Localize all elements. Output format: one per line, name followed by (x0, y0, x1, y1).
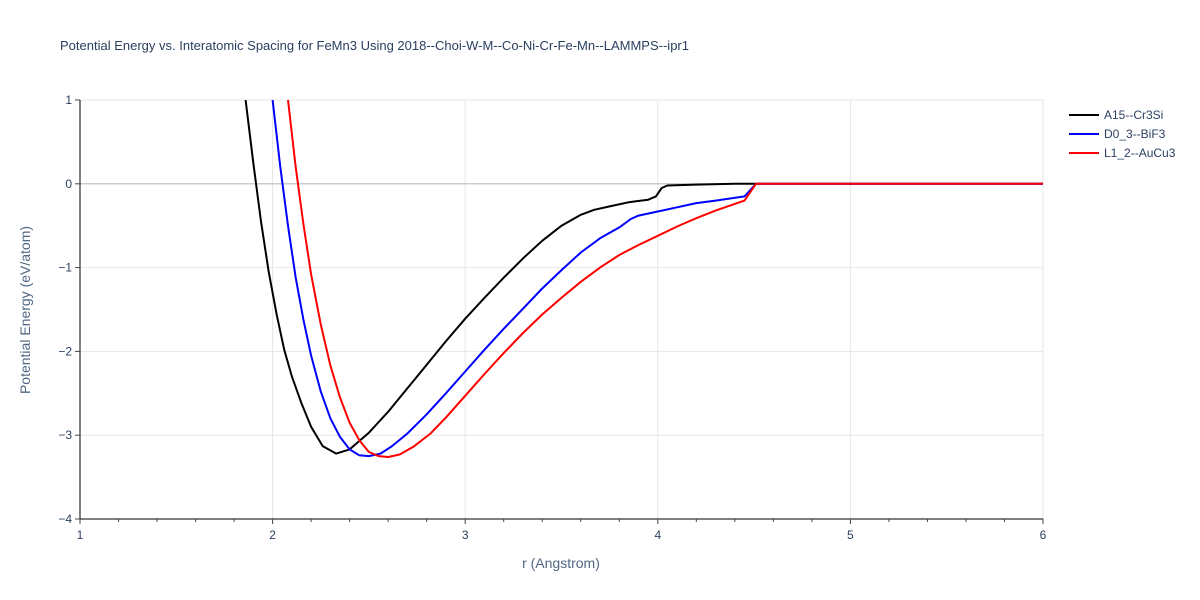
legend-item[interactable]: A15--Cr3Si (1069, 108, 1163, 122)
x-tick-label: 6 (1040, 528, 1047, 542)
x-tick-label: 4 (654, 528, 661, 542)
y-tick-label: 1 (65, 93, 72, 107)
series-line-2 (271, 100, 1043, 458)
chart-title: Potential Energy vs. Interatomic Spacing… (60, 38, 689, 53)
series-line-3 (287, 100, 1043, 458)
legend-item[interactable]: D0_3--BiF3 (1069, 127, 1166, 141)
y-axis-title: Potential Energy (eV/atom) (17, 226, 33, 394)
x-axis-title: r (Angstrom) (522, 555, 600, 571)
legend-label: D0_3--BiF3 (1104, 127, 1166, 141)
x-tick-label: 1 (77, 528, 84, 542)
grid-lines (80, 99, 1044, 519)
y-tick-label: −2 (58, 344, 72, 358)
legend[interactable]: A15--Cr3Si D0_3--BiF3 L1_2--AuCu3 (1069, 108, 1176, 160)
y-tick-label: −4 (58, 512, 72, 526)
x-tick-label: 2 (269, 528, 276, 542)
x-tick-label: 3 (462, 528, 469, 542)
series-line-1 (244, 100, 1043, 455)
axes: 1 2 3 4 5 6 1 0 −1 −2 −3 −4 (58, 93, 1046, 542)
x-tick-label: 5 (847, 528, 854, 542)
legend-item[interactable]: L1_2--AuCu3 (1069, 146, 1176, 160)
legend-label: A15--Cr3Si (1104, 108, 1163, 122)
y-tick-label: 0 (65, 177, 72, 191)
y-tick-label: −3 (58, 428, 72, 442)
legend-label: L1_2--AuCu3 (1104, 146, 1176, 160)
y-tick-label: −1 (58, 261, 72, 275)
series-lines (244, 100, 1043, 458)
